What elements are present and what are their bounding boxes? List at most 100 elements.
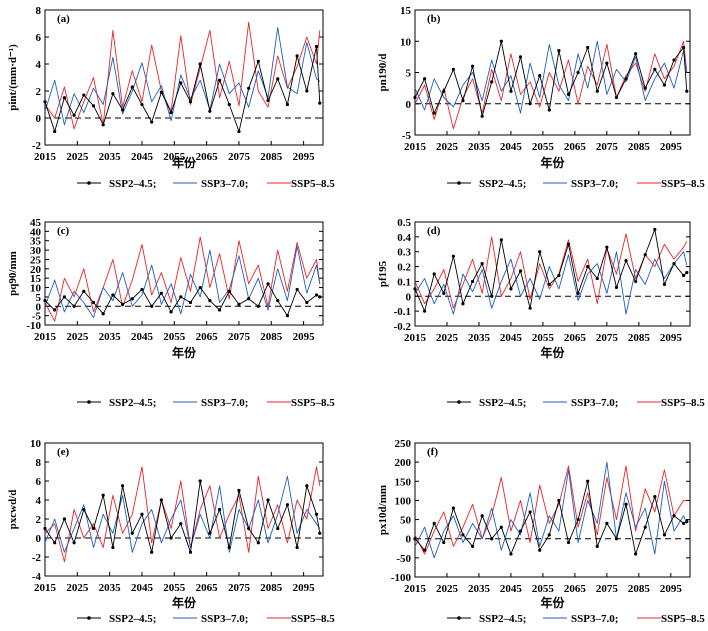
ssp245-point bbox=[538, 74, 542, 78]
ssp245-point bbox=[662, 282, 667, 286]
y-tick-label: 2 bbox=[36, 514, 42, 526]
x-tick-label: 2075 bbox=[228, 151, 251, 163]
ssp245-point bbox=[682, 521, 686, 526]
x-tick-label: 2075 bbox=[228, 582, 251, 594]
ssp245-point bbox=[432, 272, 436, 276]
legend-label: SSP5–8.5 bbox=[661, 613, 705, 625]
ssp245-point bbox=[672, 262, 676, 266]
ssp245-point bbox=[237, 129, 241, 134]
x-tick-label: 2085 bbox=[628, 583, 651, 595]
ssp245-point bbox=[422, 548, 427, 552]
legend-label: SSP2–4.5; bbox=[109, 178, 156, 190]
ssp245-point bbox=[634, 52, 638, 56]
series-line-ssp585 bbox=[44, 21, 321, 130]
series-line-ssp370 bbox=[44, 245, 321, 318]
plot-frame bbox=[44, 221, 324, 326]
plot-frame bbox=[414, 221, 691, 327]
legend-label: SSP5–8.5 bbox=[291, 397, 335, 409]
x-tick-label: 2045 bbox=[500, 332, 523, 344]
ssp245-point bbox=[227, 289, 231, 293]
panel-label: (f) bbox=[427, 446, 438, 458]
x-tick-label: 2095 bbox=[293, 582, 316, 594]
ssp245-point bbox=[53, 308, 57, 312]
ssp245-point bbox=[442, 291, 446, 295]
series-line-ssp245 bbox=[414, 480, 688, 555]
ssp245-point bbox=[643, 525, 647, 529]
x-tick-label: 2055 bbox=[163, 582, 186, 594]
ssp245-point bbox=[285, 503, 290, 507]
ssp245-point bbox=[509, 89, 513, 93]
ssp245-point bbox=[208, 299, 212, 303]
ssp245-point bbox=[413, 287, 417, 291]
y-tick-label: 0.2 bbox=[397, 262, 411, 274]
ssp245-point bbox=[480, 262, 484, 266]
y-tick-label: 25 bbox=[30, 254, 42, 266]
y-tick-label: 0.3 bbox=[397, 247, 411, 259]
ssp245-point bbox=[266, 282, 270, 286]
series-line-ssp370 bbox=[44, 27, 321, 126]
ssp245-point bbox=[490, 537, 494, 541]
ssp245-point bbox=[518, 55, 523, 59]
x-tick-label: 2055 bbox=[163, 331, 186, 343]
x-tick-label: 2035 bbox=[99, 582, 122, 594]
ssp245-point bbox=[461, 302, 465, 306]
y-tick-label: 8 bbox=[36, 5, 42, 17]
ssp245-point bbox=[557, 49, 561, 53]
x-tick-label: 2085 bbox=[260, 582, 283, 594]
ssp245-point bbox=[634, 279, 638, 284]
ssp245-point bbox=[295, 287, 299, 292]
x-tick-label: 2055 bbox=[532, 583, 555, 595]
x-tick-label: 2065 bbox=[196, 151, 219, 163]
x-axis-label: 年份 bbox=[540, 595, 565, 610]
y-tick-label: 40 bbox=[30, 226, 42, 238]
ssp245-point bbox=[120, 302, 125, 306]
ssp245-point bbox=[624, 259, 628, 263]
ssp245-point bbox=[188, 550, 193, 554]
ssp245-point bbox=[518, 269, 523, 273]
x-tick-label: 2015 bbox=[34, 151, 57, 163]
x-axis-label: 年份 bbox=[172, 595, 197, 610]
series-line-ssp585 bbox=[414, 233, 688, 309]
series-line-ssp245 bbox=[44, 480, 321, 553]
ssp245-point bbox=[247, 526, 251, 531]
ssp245-point bbox=[43, 526, 47, 531]
series-line-ssp245 bbox=[44, 46, 321, 132]
y-tick-label: 8 bbox=[36, 457, 42, 469]
y-tick-label: 0 bbox=[406, 534, 412, 546]
panel-label: (d) bbox=[427, 225, 441, 237]
x-tick-label: 2015 bbox=[34, 331, 57, 343]
ssp245-point bbox=[276, 299, 280, 303]
ssp245-point bbox=[62, 295, 66, 299]
y-tick-label: 0.4 bbox=[397, 232, 411, 244]
x-tick-label: 2015 bbox=[34, 582, 57, 594]
ssp245-point bbox=[53, 129, 57, 134]
legend-label: SSP3–7.0; bbox=[201, 178, 248, 190]
legend-marker bbox=[87, 181, 91, 185]
ssp245-point bbox=[150, 550, 154, 554]
ssp245-point bbox=[509, 287, 513, 291]
y-tick-label: 30 bbox=[30, 245, 42, 257]
ssp245-point bbox=[179, 522, 183, 526]
ssp245-point bbox=[101, 123, 105, 127]
ssp245-point bbox=[247, 297, 251, 301]
ssp245-point bbox=[256, 59, 260, 63]
ssp245-point bbox=[217, 308, 222, 312]
ssp245-point bbox=[586, 45, 590, 50]
x-tick-label: 2095 bbox=[293, 151, 316, 163]
x-tick-label: 2025 bbox=[66, 331, 89, 343]
ssp245-point bbox=[305, 484, 309, 488]
ssp245-point bbox=[413, 95, 417, 100]
plot-frame bbox=[44, 442, 324, 577]
y-tick-label: -5 bbox=[402, 130, 412, 142]
ssp245-point bbox=[62, 96, 66, 100]
x-tick-label: 2055 bbox=[163, 151, 186, 163]
ssp245-point bbox=[62, 517, 66, 521]
ssp245-point bbox=[111, 293, 115, 297]
y-tick-label: 10 bbox=[30, 283, 42, 295]
ssp245-point bbox=[605, 245, 609, 249]
ssp245-point bbox=[179, 81, 183, 85]
ssp245-point bbox=[140, 102, 144, 107]
x-tick-label: 2015 bbox=[404, 332, 427, 344]
ssp245-point bbox=[295, 54, 299, 58]
